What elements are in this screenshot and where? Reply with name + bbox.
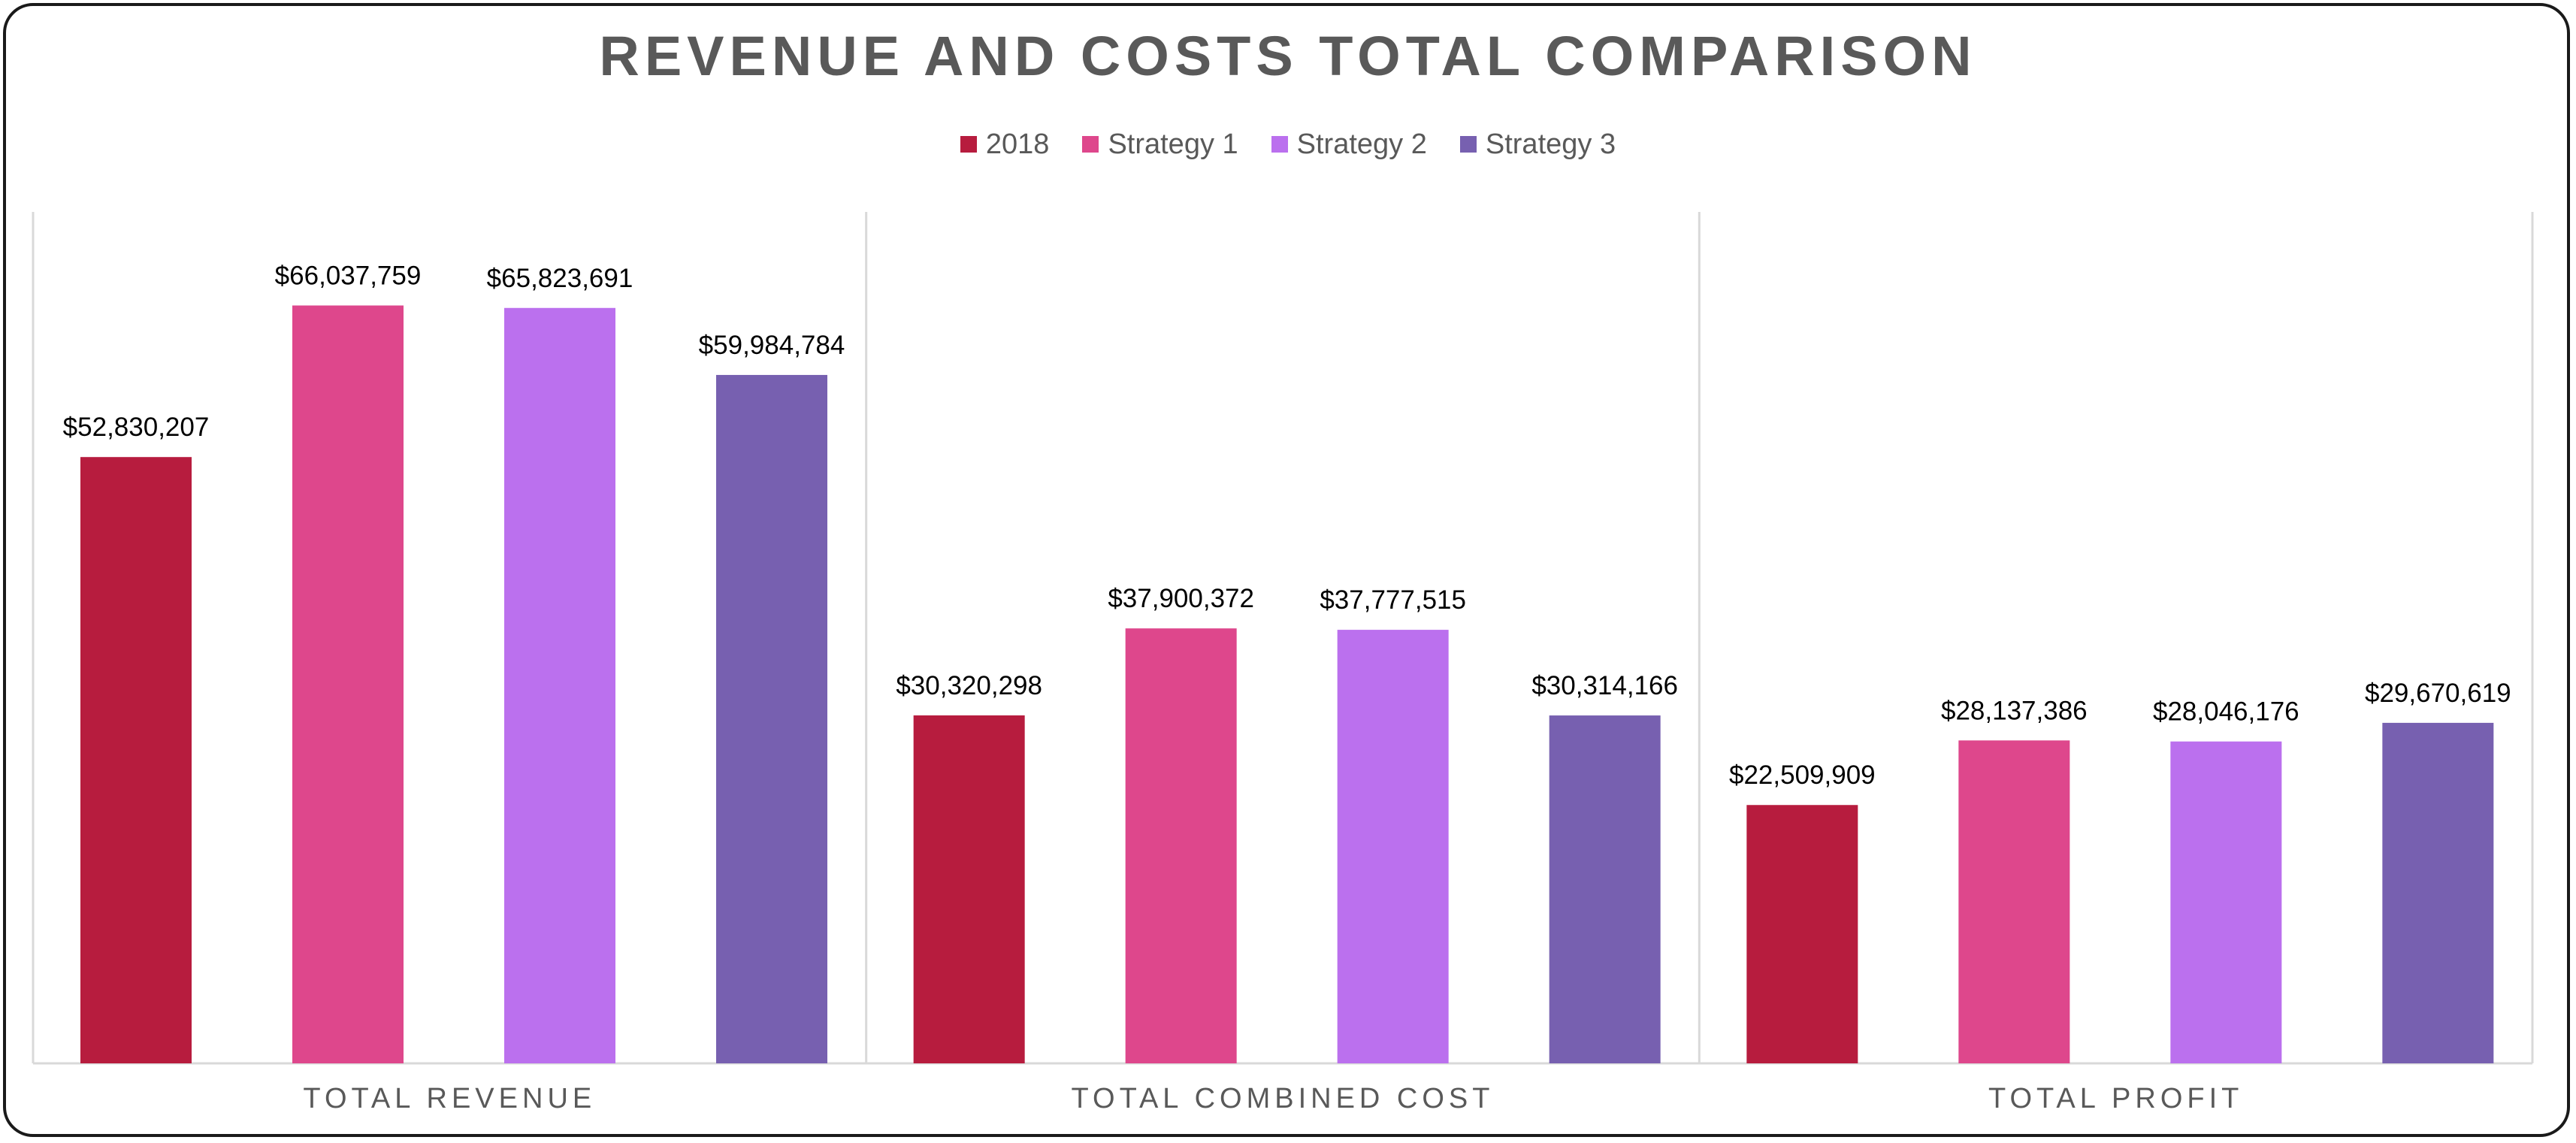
data-label: $22,509,909: [1729, 760, 1876, 790]
bar-strategy-3: [716, 374, 827, 1063]
data-label: $52,830,207: [63, 413, 210, 442]
bar-strategy-2: [2170, 741, 2282, 1063]
data-label: $30,314,166: [1531, 671, 1678, 700]
data-label: $66,037,759: [275, 262, 422, 291]
legend-label-strategy-2: Strategy 2: [1296, 128, 1427, 160]
bar-strategy-1: [292, 305, 404, 1063]
bar-strategy-2: [1337, 630, 1449, 1063]
data-label: $28,046,176: [2153, 697, 2299, 727]
data-label: $29,670,619: [2365, 679, 2511, 708]
bar-2018: [80, 457, 192, 1063]
legend-swatch-strategy-3: [1459, 136, 1477, 153]
legend-swatch-strategy-1: [1082, 136, 1099, 153]
data-label: $37,900,372: [1108, 584, 1254, 613]
chart-legend: 2018 Strategy 1 Strategy 2 Strategy 3: [0, 123, 2576, 165]
data-label: $65,823,691: [487, 264, 633, 293]
legend-swatch-strategy-2: [1271, 136, 1288, 153]
legend-label-strategy-1: Strategy 1: [1108, 128, 1238, 160]
chart-frame: [3, 3, 2570, 1137]
legend-swatch-2018: [960, 136, 977, 153]
bar-strategy-3: [2382, 722, 2494, 1063]
bar-strategy-3: [1549, 715, 1661, 1063]
data-label: $37,777,515: [1320, 585, 1466, 615]
chart-title: REVENUE AND COSTS TOTAL COMPARISON: [599, 25, 1977, 87]
data-label: $28,137,386: [1941, 696, 2088, 725]
bar-strategy-1: [1958, 740, 2070, 1063]
data-label: $30,320,298: [896, 671, 1042, 700]
category-label: TOTAL COMBINED COST: [1071, 1083, 1494, 1114]
bar-strategy-1: [1125, 628, 1237, 1063]
bar-2018: [1746, 805, 1858, 1063]
category-label: TOTAL REVENUE: [303, 1083, 596, 1114]
legend-item-strategy-1: Strategy 1: [1082, 129, 1238, 161]
legend-item-strategy-2: Strategy 2: [1271, 129, 1427, 161]
legend-label-2018: 2018: [985, 128, 1050, 160]
data-label: $59,984,784: [699, 331, 845, 360]
category-label: TOTAL PROFIT: [1988, 1083, 2243, 1114]
legend-item-strategy-3: Strategy 3: [1459, 128, 1616, 161]
bar-2018: [913, 715, 1025, 1063]
bar-strategy-2: [504, 307, 615, 1063]
legend-item-2018: 2018: [960, 128, 1050, 161]
legend-label-strategy-3: Strategy 3: [1485, 128, 1616, 160]
